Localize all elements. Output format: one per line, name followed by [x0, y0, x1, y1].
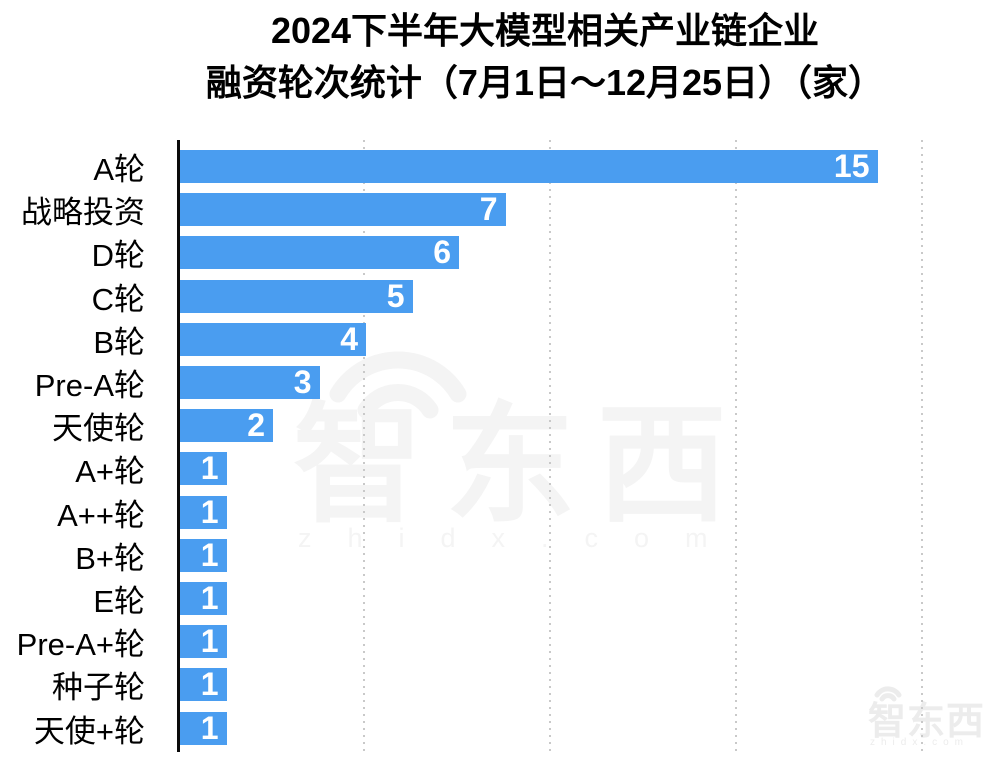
bar: 15: [180, 150, 878, 184]
x-gridline: [735, 140, 737, 752]
bar: 2: [180, 409, 273, 443]
bar-value-label: 6: [433, 236, 451, 270]
bar-value-label: 1: [200, 495, 219, 529]
y-axis-line: [177, 140, 180, 752]
bar-row: 15: [180, 145, 995, 188]
bar-row: 6: [180, 231, 995, 274]
wifi-arcs-icon: [329, 351, 467, 419]
category-label: 种子轮: [52, 670, 145, 706]
bar-value-label: 7: [479, 193, 498, 227]
bar: 5: [180, 279, 413, 313]
bar: 3: [180, 366, 320, 400]
bar: 1: [180, 495, 227, 529]
wifi-arcs-small-icon: [874, 686, 902, 702]
category-label: 天使+轮: [33, 713, 145, 749]
watermark-center: 智东西 zhidx.com: [293, 351, 748, 553]
chart-title: 2024下半年大模型相关产业链企业 融资轮次统计（7月1日～12月25日）（家）: [45, 5, 1000, 109]
bar-row: 2: [180, 404, 995, 447]
bar-row: 1: [180, 663, 995, 706]
category-label: B轮: [93, 324, 145, 360]
bar-row: 1: [180, 491, 995, 534]
category-label: A轮: [93, 152, 145, 188]
bar-value-label: 15: [833, 150, 870, 184]
chart-title-line2: 融资轮次统计（7月1日～12月25日）（家）: [205, 62, 885, 103]
bar-row: 1: [180, 534, 995, 577]
bar: 4: [180, 322, 366, 356]
bar-value-label: 1: [200, 668, 219, 702]
category-label: E轮: [93, 583, 145, 619]
bar-value-label: 4: [340, 322, 358, 356]
bar: 1: [180, 452, 227, 486]
bar-value-label: 1: [200, 581, 219, 615]
bar-row: 1: [180, 620, 995, 663]
bar-value-label: 3: [293, 366, 312, 400]
chart-title-line1: 2024下半年大模型相关产业链企业: [270, 10, 820, 51]
watermark-corner-logo-text: 智东西: [868, 701, 985, 743]
x-gridline: [921, 140, 923, 752]
bar-value-label: 1: [200, 625, 219, 659]
watermark-corner: 智东西 zhidx.com: [868, 686, 985, 748]
bar: 1: [180, 538, 227, 572]
watermark-domain-text: zhidx.com: [298, 523, 744, 553]
x-gridline: [363, 140, 365, 752]
bar: 1: [180, 581, 227, 615]
bar-value-label: 1: [200, 452, 219, 486]
bar: 6: [180, 236, 459, 270]
bar-row: 1: [180, 577, 995, 620]
bar-row: 1: [180, 447, 995, 490]
bar-row: 1: [180, 706, 995, 749]
category-label: C轮: [91, 281, 145, 317]
bar-value-label: 1: [200, 711, 219, 745]
watermark-corner-domain-text: zhidx.com: [870, 737, 969, 748]
bar-value-label: 5: [386, 279, 405, 313]
bar: 7: [180, 193, 506, 227]
bar: 1: [180, 668, 227, 702]
watermark-logo-text: 智东西: [293, 392, 748, 538]
category-label: 战略投资: [21, 195, 145, 231]
bar-value-label: 2: [247, 409, 265, 443]
x-gridline: [549, 140, 551, 752]
bar: 1: [180, 625, 227, 659]
category-label: A++轮: [57, 497, 145, 533]
bar-row: 7: [180, 188, 995, 231]
bar-row: 5: [180, 275, 995, 318]
category-label: A+轮: [75, 454, 145, 490]
bar-row: 4: [180, 318, 995, 361]
category-label: Pre-A+轮: [16, 627, 145, 663]
category-label: B+轮: [75, 540, 145, 576]
bar-value-label: 1: [200, 538, 219, 572]
category-label: D轮: [91, 238, 145, 274]
category-label: 天使轮: [52, 411, 145, 447]
category-label: Pre-A轮: [34, 368, 145, 404]
bar: 1: [180, 711, 227, 745]
bar-row: 3: [180, 361, 995, 404]
bars-group: 15 7 6 5 4 3 2 1 1 1 1 1 1 1: [180, 145, 995, 750]
category-axis-labels: A轮战略投资 D轮 C轮 B轮 Pre-A轮天使轮 A+轮 A++轮 B+轮 E轮 Pre-A+轮…: [0, 145, 145, 750]
